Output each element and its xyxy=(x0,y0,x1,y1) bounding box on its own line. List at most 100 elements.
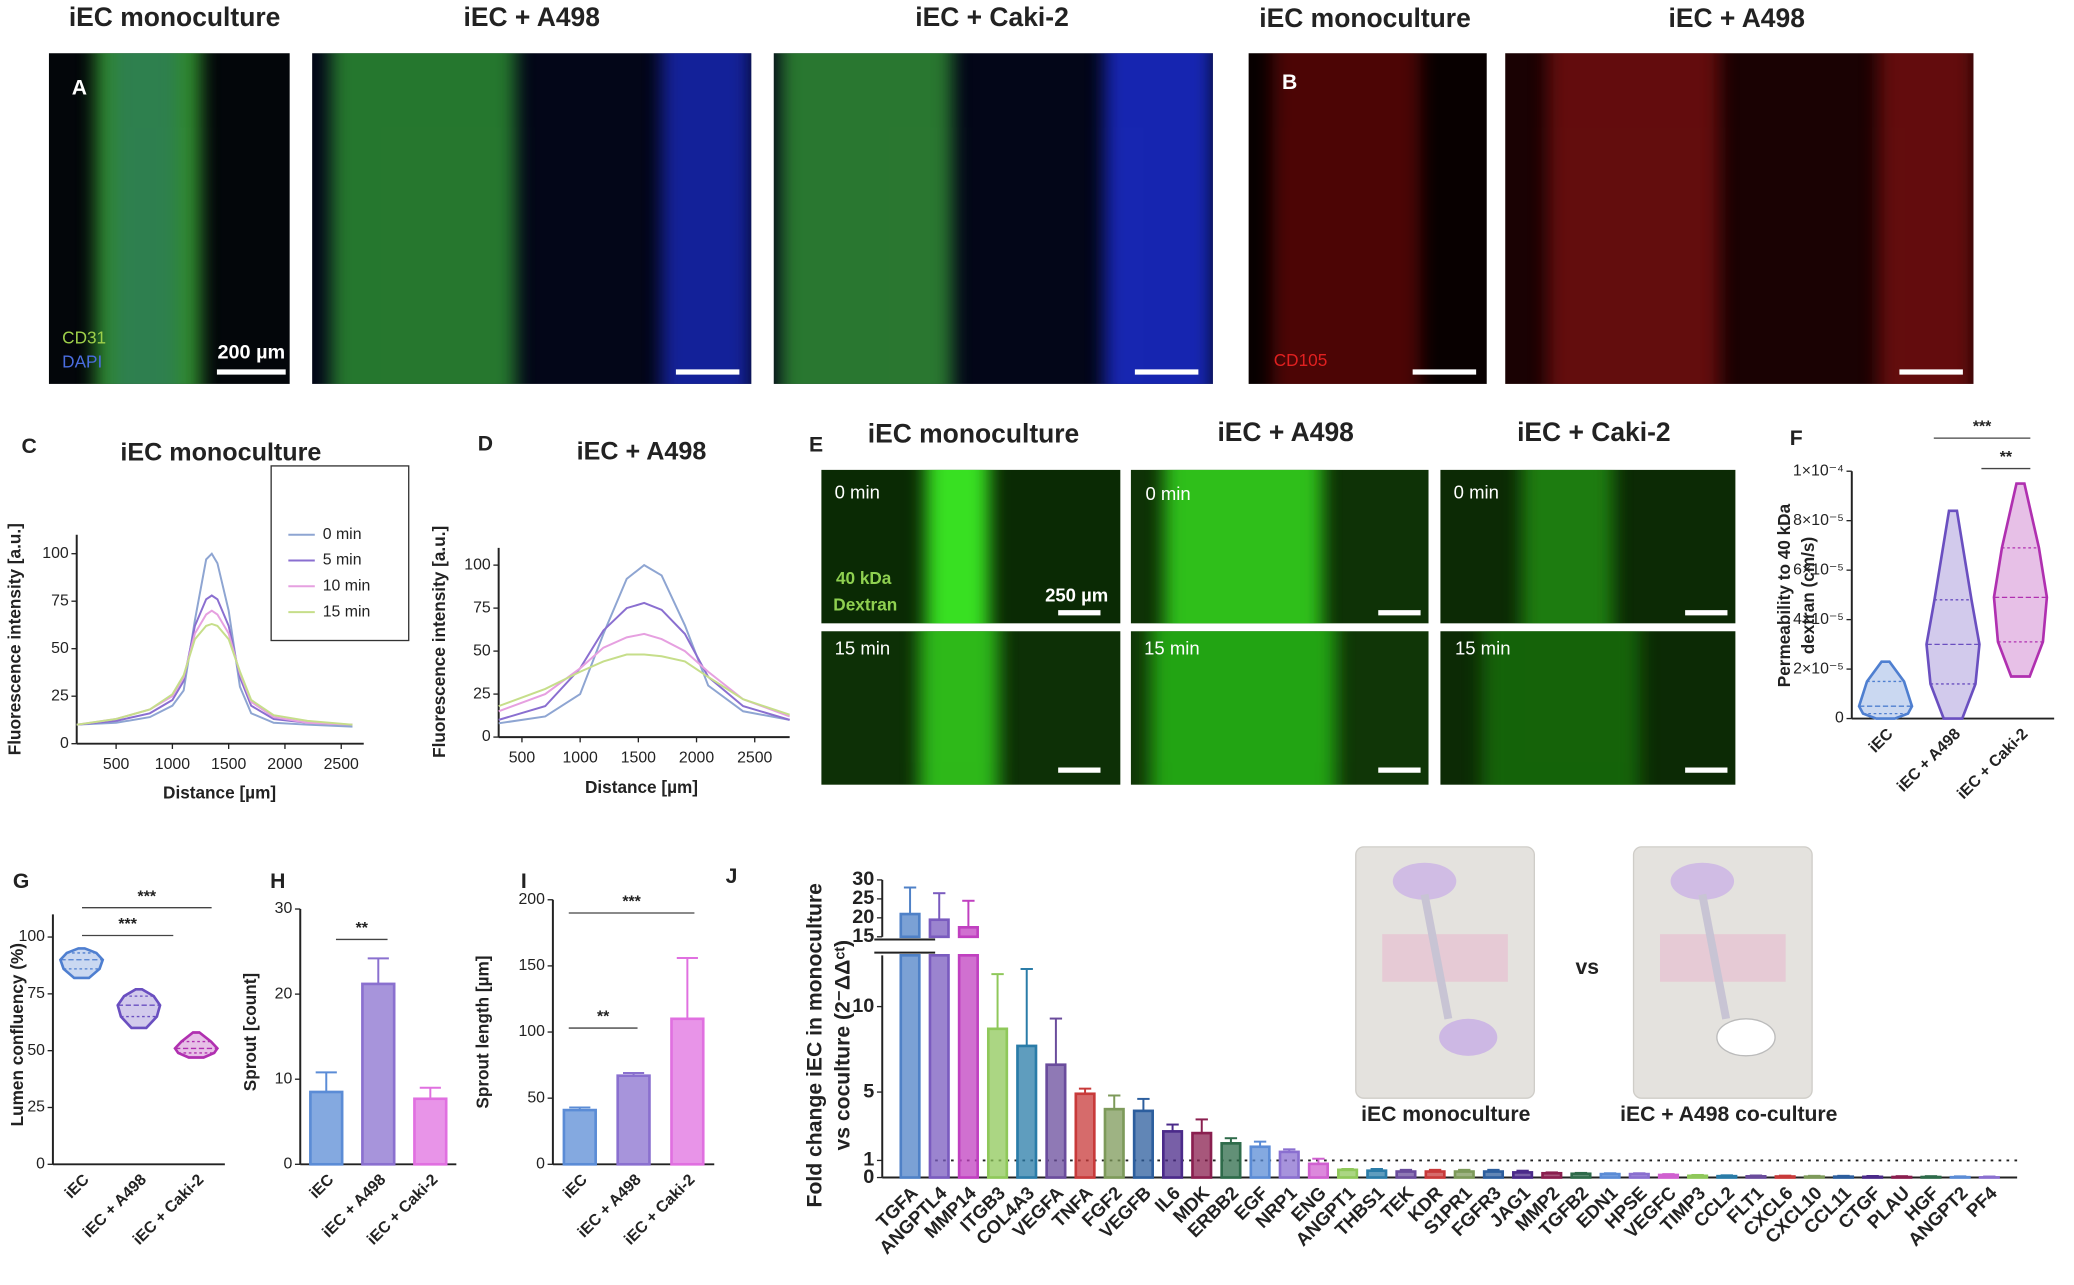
sig-label: *** xyxy=(1973,419,1992,436)
x-tick-label: 2000 xyxy=(679,749,714,766)
data-line xyxy=(498,632,790,718)
y-tick-label: 75 xyxy=(473,599,491,616)
y-tick-label: 100 xyxy=(464,556,491,573)
micrograph-content xyxy=(1272,53,1421,384)
chip-well xyxy=(1439,1018,1498,1056)
x-tick-label: 500 xyxy=(509,749,536,766)
x-tick-label: PF4 xyxy=(1962,1182,2001,1221)
y-tick-label: 75 xyxy=(51,592,69,609)
y-tick-label: 30 xyxy=(275,900,293,917)
bar xyxy=(1220,1142,1242,1179)
bar xyxy=(957,953,979,1179)
bar xyxy=(1453,1170,1475,1179)
bar xyxy=(1249,1145,1271,1179)
schematic-label: iEC monoculture xyxy=(1361,1103,1530,1126)
panel-letter: G xyxy=(13,870,29,893)
bar xyxy=(1016,1044,1038,1179)
bar xyxy=(928,918,950,939)
y-tick-label: 8×10⁻⁵ xyxy=(1793,512,1844,529)
y-tick-label: 0 xyxy=(863,1166,874,1188)
bar xyxy=(1103,1107,1125,1179)
bar xyxy=(1132,1109,1154,1179)
micrograph-content xyxy=(1163,469,1323,624)
y-tick-label: 25 xyxy=(51,687,69,704)
y-tick-label: 6×10⁻⁵ xyxy=(1793,561,1844,578)
bar xyxy=(1191,1131,1213,1179)
x-axis-label: Distance [µm] xyxy=(163,782,276,802)
y-tick-label: 0 xyxy=(482,728,491,745)
micrograph-content xyxy=(95,53,202,384)
y-tick-label: 75 xyxy=(27,985,45,1002)
bar xyxy=(1278,1150,1300,1179)
panel-letter: J xyxy=(726,865,738,888)
violin xyxy=(1857,660,1914,720)
y-axis-label: Sprout [count] xyxy=(240,973,260,1091)
x-tick-label: 2500 xyxy=(737,749,772,766)
y-tick-label: 50 xyxy=(27,1042,45,1059)
y-tick-label: 15 xyxy=(852,925,874,947)
panel-letter: H xyxy=(270,870,285,893)
bar xyxy=(1307,1162,1330,1179)
data-line xyxy=(76,552,353,728)
micrograph-content xyxy=(330,53,752,384)
violin xyxy=(1925,509,1981,720)
probe-label: 40 kDa xyxy=(836,568,892,588)
chip-tube xyxy=(1698,893,1731,1020)
bar xyxy=(928,953,950,1179)
bar xyxy=(1687,1174,1709,1179)
bar xyxy=(670,1017,705,1166)
time-label: 15 min xyxy=(1144,638,1200,659)
panel-letter: B xyxy=(1282,71,1297,94)
bar xyxy=(1774,1175,1796,1179)
y-axis-label: Fluorescence intensity [a.u.] xyxy=(4,523,24,755)
y-tick-label: 100 xyxy=(19,928,46,945)
bar xyxy=(562,1108,597,1166)
x-tick-label: iEC xyxy=(62,1171,93,1202)
micrograph-content xyxy=(1481,631,1641,785)
y-tick-label: 0 xyxy=(36,1155,45,1172)
y-tick-label: 5 xyxy=(863,1080,874,1102)
y-tick-label: 200 xyxy=(518,891,545,908)
bar xyxy=(957,925,979,939)
data-line xyxy=(498,563,790,725)
y-tick-label: 10 xyxy=(852,995,874,1017)
bar xyxy=(1512,1171,1534,1179)
panel-letter: E xyxy=(809,434,823,457)
micrograph-content xyxy=(1547,53,1974,384)
signal xyxy=(925,469,990,624)
heading: iEC + A498 xyxy=(1217,417,1353,447)
probe-label: Dextran xyxy=(833,595,897,615)
heading: iEC + Caki-2 xyxy=(915,2,1069,32)
y-tick-label: 10 xyxy=(275,1070,293,1087)
y-tick-label: 25 xyxy=(27,1099,45,1116)
bar xyxy=(1482,1170,1505,1179)
signal xyxy=(919,631,999,785)
sig-label: ** xyxy=(356,920,369,937)
bar xyxy=(1745,1175,1767,1179)
micrograph-content xyxy=(919,631,999,785)
x-axis-label: Distance [µm] xyxy=(585,777,698,797)
legend-label: 10 min xyxy=(323,577,371,594)
signal xyxy=(330,53,516,384)
signal xyxy=(1547,53,1720,384)
x-tick-label: iEC xyxy=(560,1171,591,1202)
micrograph-content xyxy=(925,469,990,624)
y-tick-label: 50 xyxy=(473,642,491,659)
time-label: 0 min xyxy=(1145,483,1190,504)
stain-label: CD105 xyxy=(1274,350,1328,370)
bar xyxy=(413,1097,448,1166)
vs-label: vs xyxy=(1575,956,1599,979)
y-tick-label: 0 xyxy=(283,1155,292,1172)
heading: iEC + A498 xyxy=(1668,3,1804,33)
heading: iEC + A498 xyxy=(464,2,600,32)
bar xyxy=(1599,1172,1621,1179)
stain-label: CD31 xyxy=(62,327,106,347)
x-tick-label: iEC xyxy=(307,1171,338,1202)
y-tick-label: 50 xyxy=(527,1089,545,1106)
chart-title: iEC + A498 xyxy=(577,437,707,465)
micrographs xyxy=(48,53,1974,1099)
y-tick-label: 0 xyxy=(536,1155,545,1172)
bar xyxy=(1570,1172,1592,1179)
bar xyxy=(1161,1130,1184,1179)
